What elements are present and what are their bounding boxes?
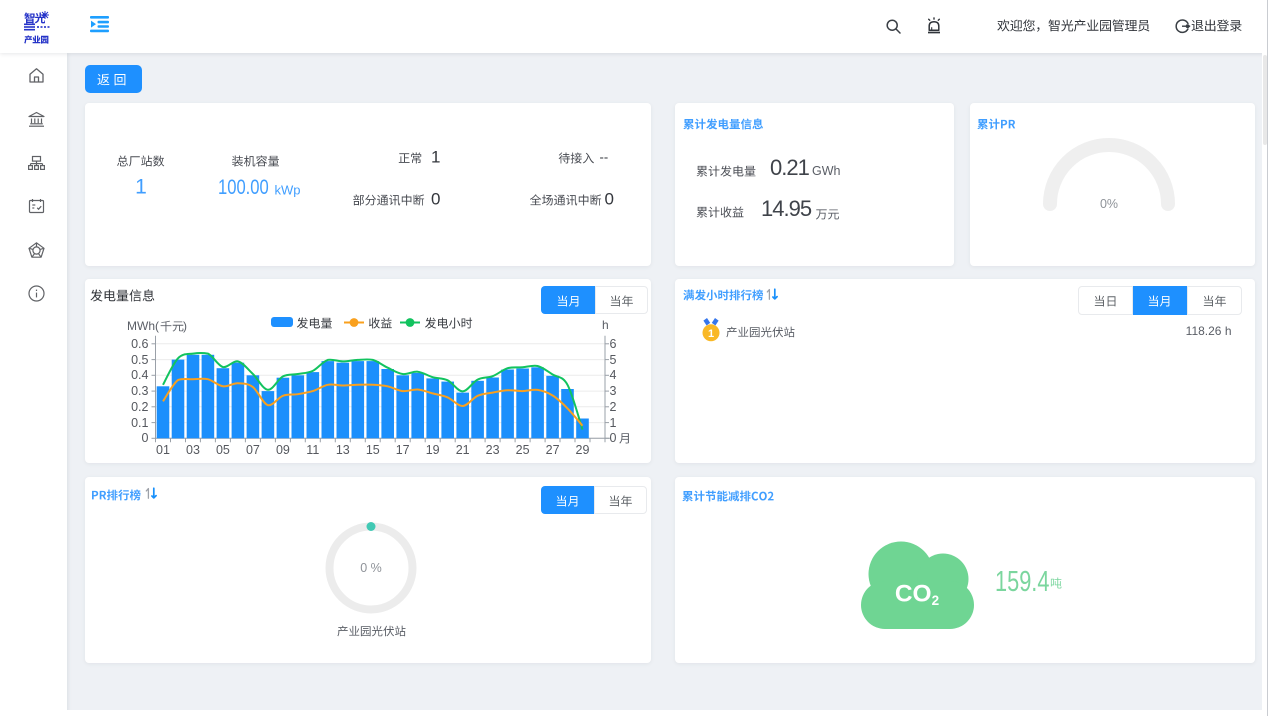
svg-text:1: 1 xyxy=(708,328,714,340)
